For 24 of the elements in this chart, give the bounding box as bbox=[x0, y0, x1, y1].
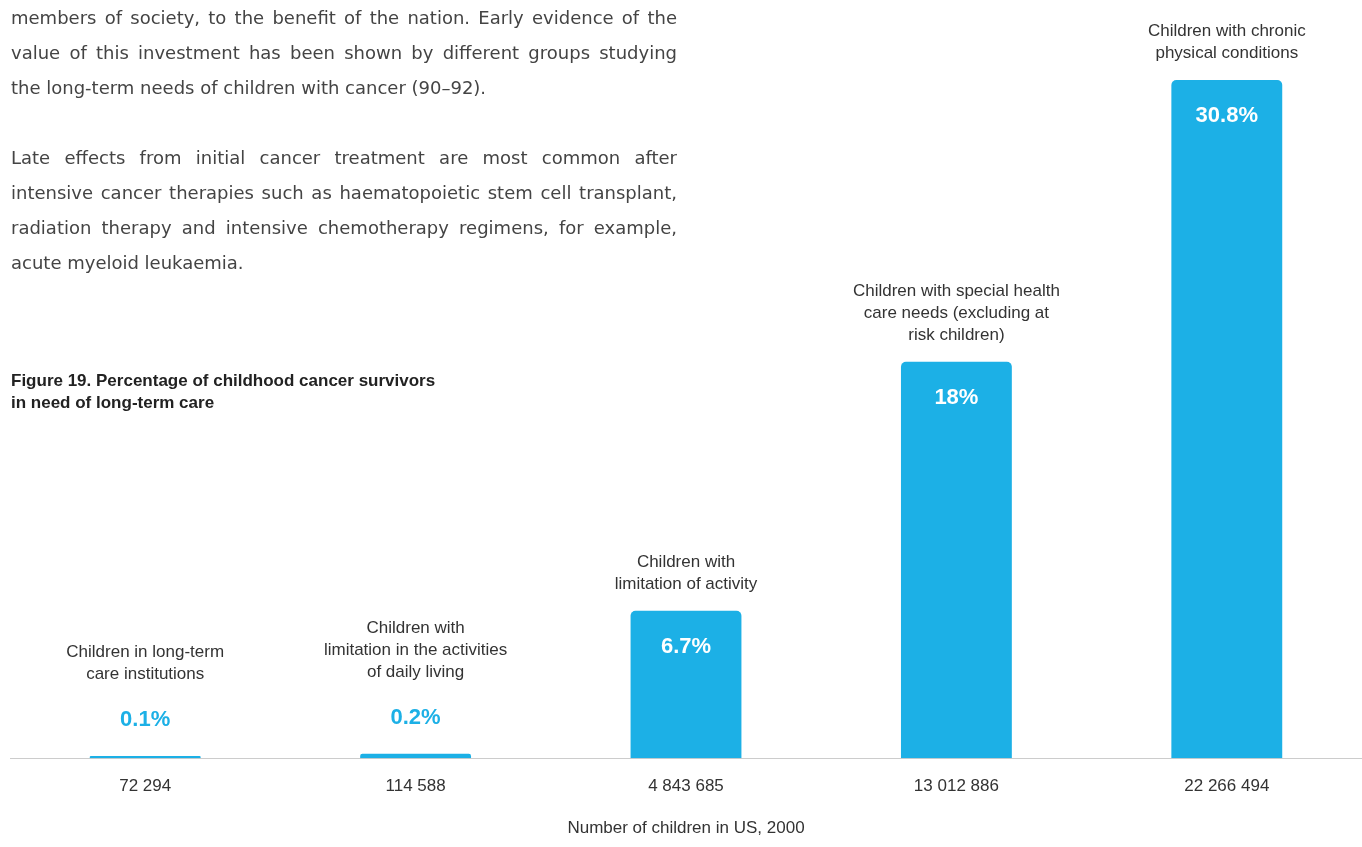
annotation: Children with limitation of activity bbox=[614, 551, 758, 593]
bar bbox=[900, 361, 1012, 759]
bar bbox=[360, 753, 472, 759]
x-tick-label: 72 294 bbox=[119, 776, 172, 796]
bar bbox=[630, 610, 742, 759]
data-label: 0.2% bbox=[390, 703, 441, 729]
data-label: 18% bbox=[934, 383, 979, 409]
x-tick-label: 13 012 886 bbox=[913, 776, 999, 796]
annotation: Children with special health care needs (excluding at risk children) bbox=[852, 281, 1060, 345]
annotation: Children in long-term care institutions bbox=[66, 642, 225, 684]
data-label: 0.1% bbox=[120, 706, 171, 732]
bar bbox=[1171, 80, 1283, 759]
annotation: Children with limitation in the activities of daily living bbox=[323, 617, 508, 681]
text: Children with chronic physical conditions bbox=[1147, 21, 1307, 63]
text: Figure 19. Percentage of childhood cancer survivors in need of long-term care bbox=[11, 370, 437, 414]
x-axis-title: Number of children in US, 2000 bbox=[567, 818, 805, 838]
data-label: 6.7% bbox=[660, 632, 712, 658]
annotation: Late effects from initial cancer treatment are most common after intensive cancer therapies such as haematopoietic stem cell transplant, radiation therapy and intensive chemotherapy regimens, for example, acute myeloid leukaemia. bbox=[11, 146, 677, 275]
annotation: members of society, to the benefit of the nation. Early evidence of the value of this investment has been shown by different groups studying the long-term needs of children with cancer (90–92). bbox=[11, 6, 677, 100]
data-label: 30.8% bbox=[1195, 102, 1258, 128]
bar bbox=[89, 756, 201, 759]
x-tick-label: 4 843 685 bbox=[648, 776, 724, 796]
x-tick-label: 114 588 bbox=[385, 776, 446, 796]
x-tick-label: 22 266 494 bbox=[1184, 776, 1270, 796]
